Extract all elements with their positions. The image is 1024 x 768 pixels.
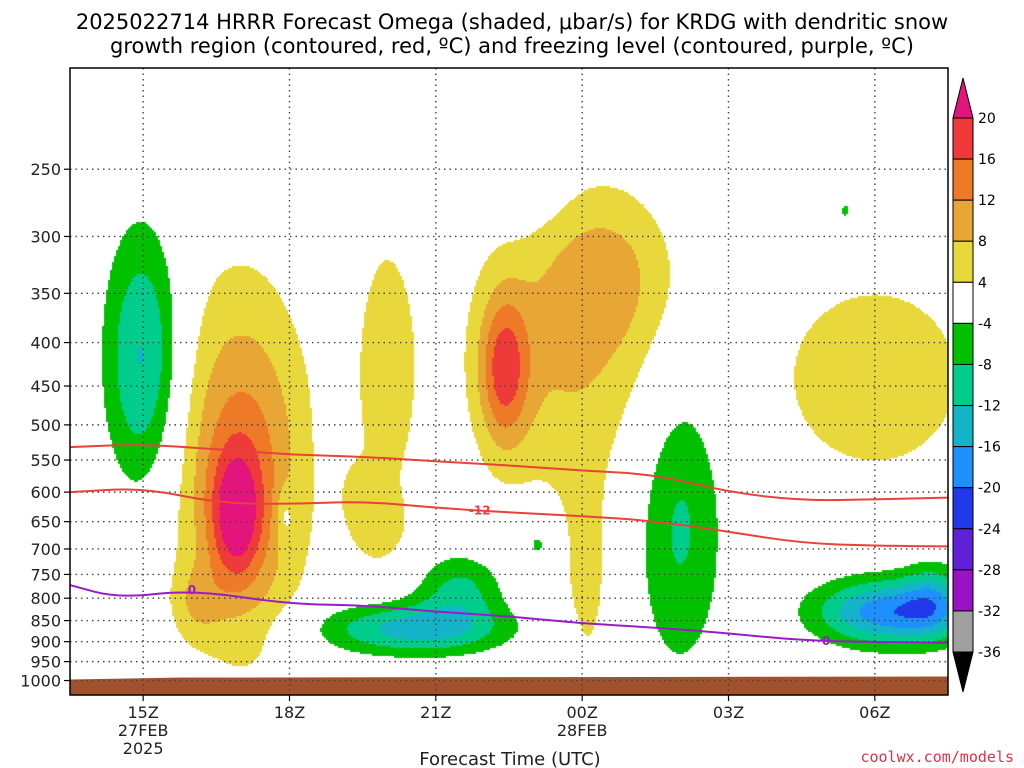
plot-area: -12 0 0 — [69, 67, 949, 696]
colorbar-level-11: -28 — [978, 563, 1001, 579]
plot-frame — [69, 67, 949, 696]
x-tick-date-15Z: 27FEB — [118, 721, 169, 740]
y-tick-label-500: 500 — [30, 416, 61, 435]
colorbar-arrow-low — [952, 651, 974, 693]
y-tick-label-750: 750 — [30, 565, 61, 584]
colorbar-swatch-1 — [952, 158, 974, 201]
x-tick-label-18Z: 18Z — [274, 703, 305, 722]
colorbar-level-2: 12 — [978, 193, 996, 209]
x-tick-label-03Z: 03Z — [713, 703, 744, 722]
x-axis-label: Forecast Time (UTC) — [419, 749, 600, 768]
colorbar-swatch-9 — [952, 487, 974, 530]
colorbar-swatch-3 — [952, 240, 974, 283]
contour-label--12-0: -12 — [469, 504, 491, 518]
omega-shading — [70, 68, 948, 695]
colorbar-swatch-2 — [952, 199, 974, 242]
x-tick-date-00Z: 28FEB — [557, 721, 608, 740]
colorbar-level-5: -4 — [978, 316, 992, 332]
y-tick-label-250: 250 — [30, 160, 61, 179]
y-tick-label-950: 950 — [30, 653, 61, 672]
x-tick-year-15Z: 2025 — [123, 739, 164, 758]
x-tick-label-21Z: 21Z — [420, 703, 451, 722]
colorbar-swatch-11 — [952, 569, 974, 612]
y-tick-label-400: 400 — [30, 334, 61, 353]
colorbar-level-3: 8 — [978, 234, 987, 250]
colorbar-level-9: -20 — [978, 481, 1001, 497]
x-tick-label-06Z: 06Z — [859, 703, 890, 722]
colorbar-level-6: -8 — [978, 357, 992, 373]
chart-title-line2: growth region (contoured, red, ºC) and f… — [110, 34, 914, 58]
contour-line-0 — [70, 584, 948, 644]
contour-line--12 — [70, 488, 948, 548]
colorbar-swatch-4 — [952, 281, 974, 324]
y-tick-label-650: 650 — [30, 513, 61, 532]
y-tick-label-800: 800 — [30, 589, 61, 608]
colorbar-level-4: 4 — [978, 275, 987, 291]
y-tick-label-1000: 1000 — [20, 672, 61, 691]
y-tick-label-450: 450 — [30, 377, 61, 396]
colorbar-swatch-0 — [952, 117, 974, 160]
colorbar-level-7: -12 — [978, 399, 1001, 415]
colorbar-swatch-6 — [952, 363, 974, 407]
colorbar-level-12: -32 — [978, 604, 1001, 620]
y-tick-label-350: 350 — [30, 284, 61, 303]
colorbar: 20 16 12 8 4 -4 -8 -12 -16 -20 -24 -28 -32 -36 — [952, 77, 1001, 693]
contour-label-0-0: 0 — [188, 583, 196, 597]
plot-inner: -12 0 0 — [70, 68, 948, 695]
y-tick-label-900: 900 — [30, 633, 61, 652]
x-tick-label-15Z: 15Z — [128, 703, 159, 722]
colorbar-level-8: -16 — [978, 440, 1001, 456]
y-tick-label-850: 850 — [30, 612, 61, 631]
credit-text: coolwx.com/models — [860, 748, 1014, 766]
colorbar-swatch-8 — [952, 446, 974, 489]
y-tick-label-600: 600 — [30, 483, 61, 502]
colorbar-level-1: 16 — [978, 152, 996, 168]
colorbar-swatch-12 — [952, 610, 974, 653]
chart-title-line1: 2025022714 HRRR Forecast Omega (shaded, … — [76, 10, 948, 34]
colorbar-swatch-5 — [952, 322, 974, 365]
contour-line--18 — [70, 444, 948, 502]
y-tick-label-700: 700 — [30, 540, 61, 559]
colorbar-swatch-7 — [952, 405, 974, 448]
y-tick-label-300: 300 — [30, 227, 61, 246]
colorbar-swatch-10 — [952, 528, 974, 571]
colorbar-level-10: -24 — [978, 522, 1001, 538]
colorbar-level-0: 20 — [978, 111, 996, 127]
colorbar-arrow-high — [952, 77, 974, 119]
colorbar-level-13: -36 — [978, 645, 1001, 661]
x-tick-label-00Z: 00Z — [567, 703, 598, 722]
y-tick-label-550: 550 — [30, 451, 61, 470]
y-axis: 250 300 350 400 450 500 550 600 650 700 750 800 850 9… — [20, 160, 70, 691]
contour-label-0-1: 0 — [822, 634, 830, 648]
ground-terrain — [70, 676, 948, 695]
